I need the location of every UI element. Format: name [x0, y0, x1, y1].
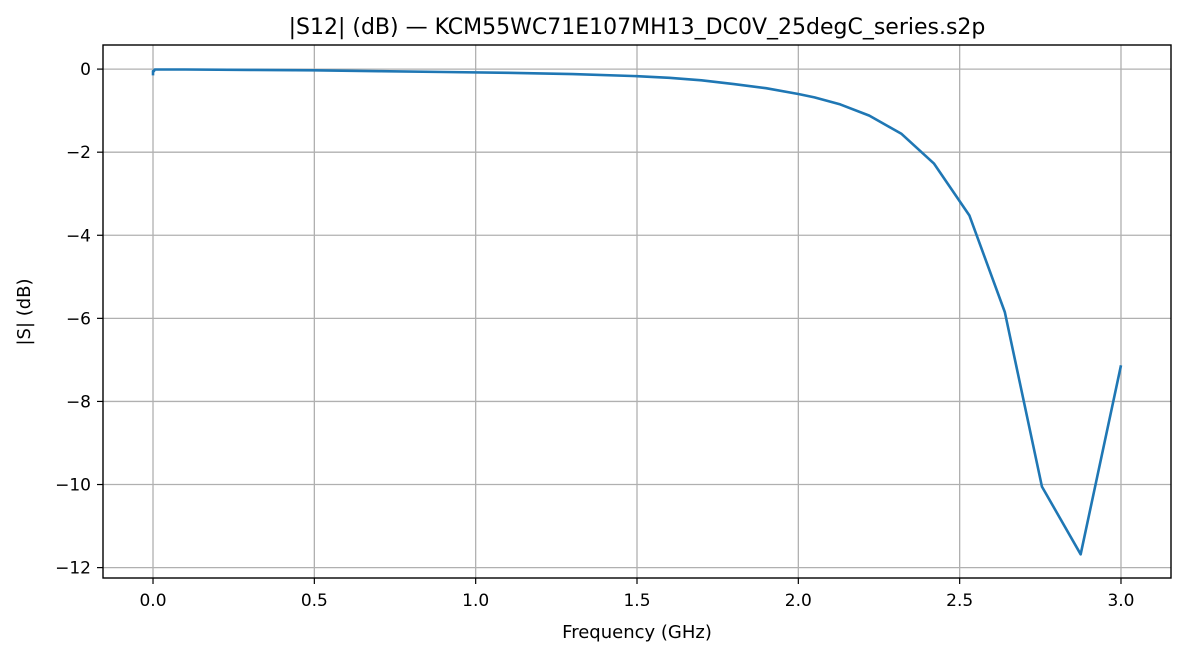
- y-tick-label: 0: [80, 60, 91, 80]
- x-axis-label: Frequency (GHz): [562, 622, 712, 643]
- chart-title: |S12| (dB) — KCM55WC71E107MH13_DC0V_25de…: [289, 15, 986, 40]
- series-layer: [151, 68, 1123, 556]
- x-tick-label: 0.0: [139, 591, 166, 611]
- x-tick-label: 2.5: [946, 591, 973, 611]
- grid-lines: [103, 45, 1171, 578]
- y-tick-label: −8: [66, 392, 91, 412]
- y-tick-label: −12: [55, 559, 91, 579]
- x-axis-ticks: 0.0 0.5 1.0 1.5 2.0 2.5 3.0: [139, 578, 1135, 611]
- y-tick-label: −6: [66, 309, 91, 329]
- y-tick-label: −10: [55, 476, 91, 496]
- x-tick-label: 0.5: [301, 591, 328, 611]
- y-tick-label: −4: [66, 226, 91, 246]
- x-tick-label: 3.0: [1107, 591, 1134, 611]
- series-line: [151, 68, 1123, 556]
- x-tick-label: 2.0: [785, 591, 812, 611]
- y-axis-ticks: 0 −2 −4 −6 −8 −10 −12: [55, 60, 103, 579]
- y-tick-label: −2: [66, 143, 91, 163]
- x-tick-label: 1.0: [462, 591, 489, 611]
- x-tick-label: 1.5: [623, 591, 650, 611]
- y-axis-label: |S| (dB): [14, 278, 35, 345]
